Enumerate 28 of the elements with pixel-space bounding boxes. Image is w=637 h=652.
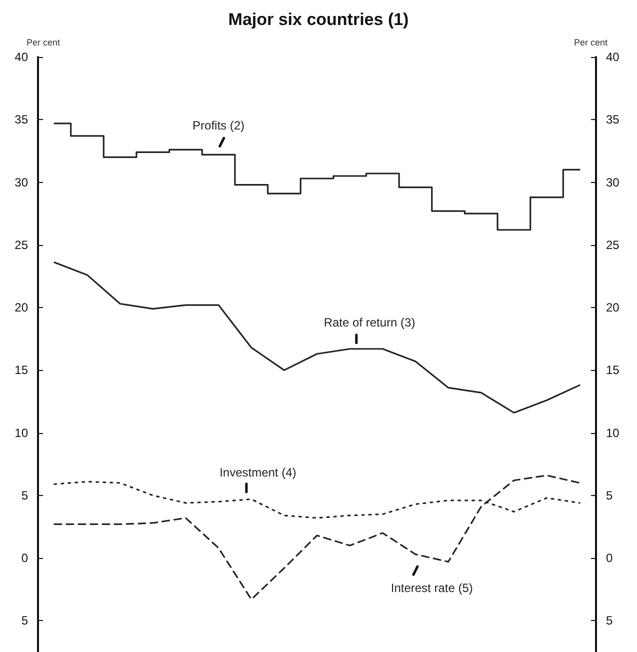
y-tick-label: 15 — [14, 363, 28, 378]
series-label: Profits (2) — [192, 118, 245, 133]
y2-axis-title: Per cent — [574, 38, 608, 48]
y-tick-label: 35 — [14, 112, 28, 127]
y-tick-label: 30 — [14, 175, 28, 190]
y2-tick-label: 0 — [606, 551, 613, 566]
y2-tick-label: 35 — [606, 112, 620, 127]
y-tick-label: 10 — [14, 426, 28, 440]
series-label: Investment (4) — [220, 466, 296, 480]
y2-tick-label: 15 — [606, 363, 620, 378]
y2-tick-label: 5 — [606, 488, 613, 502]
y-tick-label: 40 — [14, 50, 28, 64]
text: Interest rate (5) — [390, 580, 473, 595]
series-label: Rate of return (3) — [324, 315, 416, 330]
y2-tick-label: 30 — [606, 175, 620, 190]
y2-tick-label: 20 — [606, 300, 620, 315]
y-tick-label: 5 — [21, 614, 28, 628]
y2-tick-label: 5 — [606, 614, 613, 628]
y2-tick-label: 10 — [606, 426, 620, 440]
chart-title: Major six countries (1) — [228, 10, 409, 29]
y-tick-label: 25 — [14, 238, 28, 252]
y-tick-label: 0 — [21, 551, 28, 566]
line-series — [54, 262, 580, 414]
y2-tick-label: 40 — [606, 50, 620, 64]
y-tick-label: 5 — [21, 488, 28, 502]
y2-tick-label: 25 — [606, 238, 620, 252]
y-axis-title: Per cent — [26, 38, 60, 48]
y-tick-label: 20 — [14, 300, 28, 315]
